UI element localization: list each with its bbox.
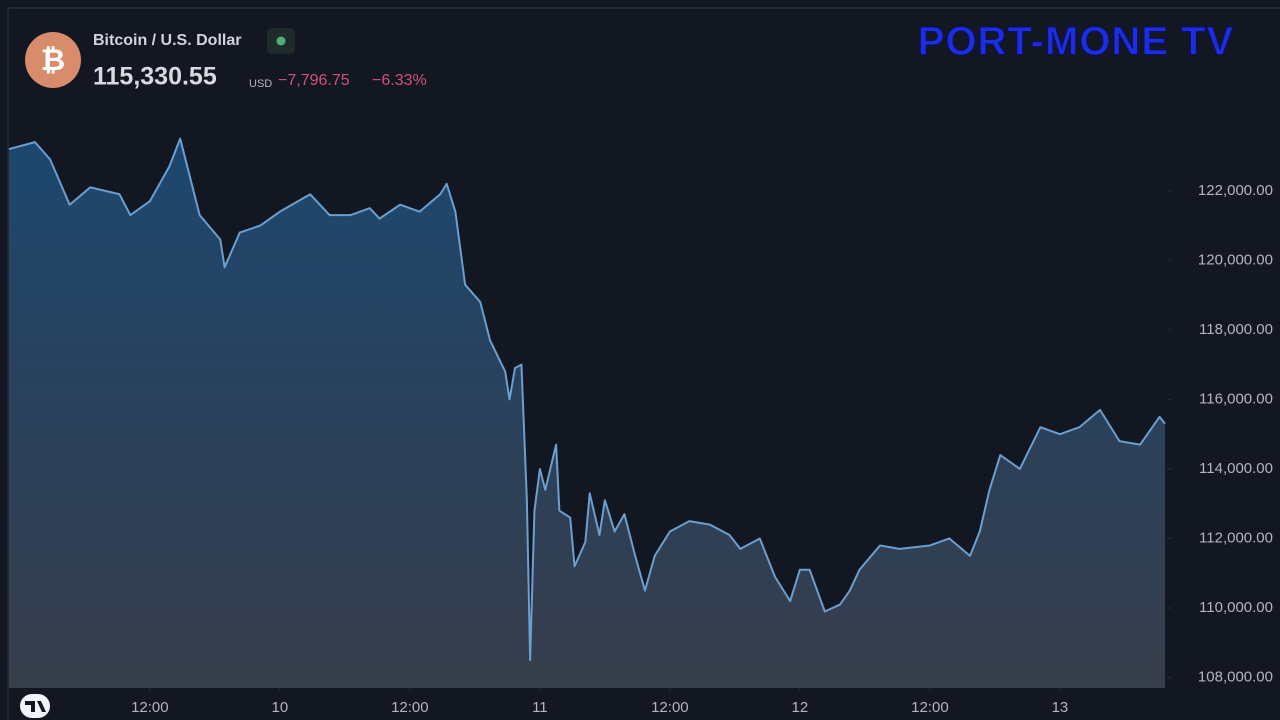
x-tick-label: 12:00: [131, 699, 169, 716]
price: 115,330.55: [93, 63, 217, 91]
x-tick-label: 10: [272, 699, 289, 716]
y-tick-label: 122,000.00: [1198, 182, 1273, 199]
y-tick-label: 110,000.00: [1199, 599, 1273, 616]
x-tick-label: 12:00: [911, 699, 949, 716]
coin-icon: [25, 32, 81, 88]
plot-area: [8, 137, 1166, 688]
x-tick-label: 12:00: [651, 699, 689, 716]
currency: USD: [249, 78, 272, 90]
x-tick-label: 12: [792, 699, 809, 716]
chart-title: Bitcoin / U.S. Dollar: [93, 32, 241, 49]
y-tick-label: 116,000.00: [1199, 390, 1273, 407]
status-dot: [276, 36, 286, 46]
x-tick-label: 13: [1052, 699, 1069, 716]
axes: 108,000.00 110,000.00 112,000.00 114,000.00…: [131, 182, 1273, 716]
coin-symbol: ₿: [41, 44, 65, 77]
y-tick-label: 108,000.00: [1198, 669, 1273, 686]
y-tick-label: 112,000.00: [1199, 529, 1273, 546]
watermark-logo: PORT-MONE TV: [918, 20, 1234, 64]
y-tick-label: 118,000.00: [1199, 321, 1273, 338]
y-tick-label: 114,000.00: [1199, 460, 1273, 477]
y-tick-label: 120,000.00: [1198, 251, 1273, 268]
change: −7,796.75: [278, 72, 350, 89]
price-line: [8, 137, 1166, 662]
x-tick-label: 12:00: [391, 699, 429, 716]
x-tick-label: 11: [532, 699, 548, 716]
tv-badge-mark: [25, 701, 46, 712]
change-percent: −6.33%: [372, 72, 427, 89]
